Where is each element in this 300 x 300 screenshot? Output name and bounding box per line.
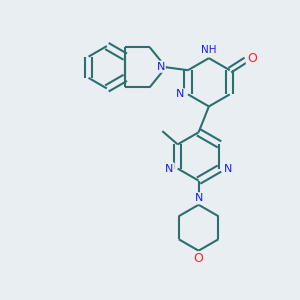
- Text: N: N: [224, 164, 232, 173]
- Text: N: N: [165, 164, 174, 173]
- Text: O: O: [247, 52, 257, 65]
- Text: NH: NH: [201, 45, 217, 55]
- Text: O: O: [194, 252, 203, 266]
- Text: N: N: [156, 62, 165, 72]
- Text: N: N: [176, 89, 184, 99]
- Text: N: N: [195, 193, 203, 203]
